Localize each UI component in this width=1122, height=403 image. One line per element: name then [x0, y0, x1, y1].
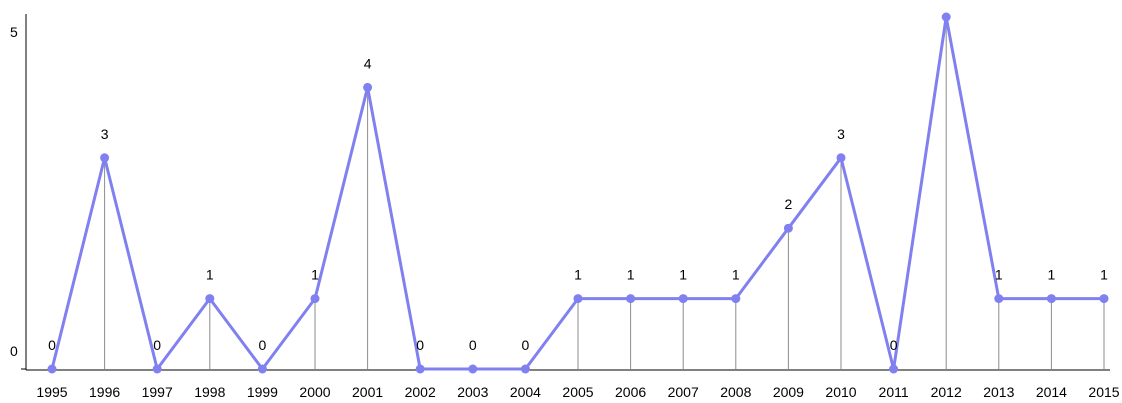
x-tick-label-2008: 2008: [720, 384, 751, 400]
x-tick-label-2004: 2004: [510, 384, 541, 400]
data-label-2003: 0: [469, 337, 477, 353]
data-points: [47, 12, 1109, 374]
x-tick-label-2005: 2005: [562, 384, 593, 400]
data-label-1996: 3: [101, 126, 109, 142]
x-tick-label-2006: 2006: [615, 384, 646, 400]
data-point-2008: [731, 294, 741, 304]
data-label-2008: 1: [732, 267, 740, 283]
y-tick-label-0: 0: [10, 343, 18, 359]
data-point-1998: [205, 294, 215, 304]
data-label-2013: 1: [995, 267, 1003, 283]
x-tick-label-2012: 2012: [931, 384, 962, 400]
data-point-2003: [468, 364, 478, 374]
data-point-2007: [678, 294, 688, 304]
data-label-2007: 1: [679, 267, 687, 283]
x-tick-label-2010: 2010: [825, 384, 856, 400]
data-point-2011: [889, 364, 899, 374]
data-point-2005: [573, 294, 583, 304]
data-label-2005: 1: [574, 267, 582, 283]
data-label-2015: 1: [1100, 267, 1108, 283]
data-label-2009: 2: [785, 196, 793, 212]
data-point-2010: [836, 153, 846, 163]
x-tick-label-1999: 1999: [247, 384, 278, 400]
data-point-1999: [257, 364, 267, 374]
x-tick-label-1997: 1997: [142, 384, 173, 400]
data-label-2004: 0: [522, 337, 530, 353]
x-tick-label-2009: 2009: [773, 384, 804, 400]
y-tick-label-5: 5: [10, 24, 18, 40]
data-point-1996: [100, 153, 110, 163]
data-point-2001: [363, 82, 373, 92]
data-labels: 0 3 0 1 0 1 4 0 0 0 1 1 1 1 2 3 0 1 1 1: [48, 55, 1108, 353]
data-point-2006: [626, 294, 636, 304]
data-point-2015: [1099, 294, 1109, 304]
x-tick-label-2003: 2003: [457, 384, 488, 400]
x-tick-label-2002: 2002: [405, 384, 436, 400]
data-label-2000: 1: [311, 267, 319, 283]
x-tick-label-2001: 2001: [352, 384, 383, 400]
x-tick-label-2013: 2013: [983, 384, 1014, 400]
drop-lines: [104, 17, 1105, 369]
data-point-2012: [941, 12, 951, 22]
data-point-1997: [152, 364, 162, 374]
data-label-2010: 3: [837, 126, 845, 142]
data-point-1995: [47, 364, 57, 374]
x-tick-label-1998: 1998: [194, 384, 225, 400]
x-tick-label-2007: 2007: [668, 384, 699, 400]
data-point-2014: [1046, 294, 1056, 304]
data-label-2006: 1: [627, 267, 635, 283]
data-label-2002: 0: [416, 337, 424, 353]
x-tick-label-2011: 2011: [879, 384, 909, 400]
x-tick-label-2000: 2000: [299, 384, 330, 400]
x-tick-label-2014: 2014: [1036, 384, 1067, 400]
data-label-1997: 0: [153, 337, 161, 353]
x-tick-label-1995: 1995: [36, 384, 67, 400]
data-label-2014: 1: [1048, 267, 1056, 283]
data-label-1998: 1: [206, 267, 214, 283]
data-point-2000: [310, 294, 320, 304]
x-tick-label-1996: 1996: [89, 384, 120, 400]
data-label-1995: 0: [48, 337, 56, 353]
data-point-2013: [994, 294, 1004, 304]
data-label-1999: 0: [259, 337, 267, 353]
x-tick-label-2015: 2015: [1088, 384, 1119, 400]
data-point-2009: [783, 223, 793, 233]
data-label-2011: 0: [890, 337, 898, 353]
data-point-2002: [415, 364, 425, 374]
data-label-2001: 4: [364, 55, 372, 71]
data-point-2004: [520, 364, 530, 374]
x-tick-labels: 1995 1996 1997 1998 1999 2000 2001 2002 2003 2004…: [36, 384, 1119, 400]
